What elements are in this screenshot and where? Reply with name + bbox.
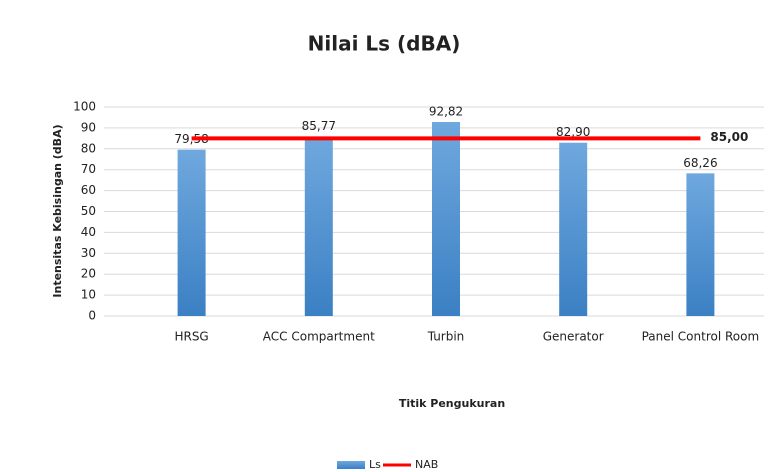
data-label: 82,90 [556,125,590,139]
x-tick-label: ACC Compartment [263,330,375,344]
data-label: 85,00 [710,130,748,144]
y-tick-label: 0 [88,309,96,323]
x-tick-label: Generator [543,330,604,344]
y-tick-label: 20 [81,267,96,281]
bar [304,136,333,316]
legend-label: Ls [369,458,381,471]
x-tick-label: HRSG [174,330,208,344]
bar [559,142,588,316]
y-tick-label: 40 [81,225,96,239]
bar [432,122,460,317]
bar [686,173,715,316]
x-tick-label: Turbin [427,330,465,344]
y-tick-label: 80 [81,141,96,155]
y-tick-label: 90 [81,120,96,134]
x-axis-title: Titik Pengukuran [399,397,505,410]
x-tick-label: Panel Control Room [642,330,760,344]
legend-swatch [337,461,365,469]
y-tick-label: 100 [73,100,96,114]
data-label: 68,26 [683,156,717,170]
y-tick-label: 70 [81,162,96,176]
chart-title: Nilai Ls (dBA) [308,32,461,56]
y-tick-label: 30 [81,246,96,260]
data-label: 85,77 [302,119,336,133]
y-axis-title: Intensitas Kebisingan (dBA) [51,124,64,297]
y-tick-label: 10 [81,288,96,302]
y-tick-label: 50 [81,204,96,218]
bar [177,149,206,316]
y-tick-label: 60 [81,183,96,197]
legend-label: NAB [415,458,438,471]
data-label: 92,82 [429,105,463,119]
